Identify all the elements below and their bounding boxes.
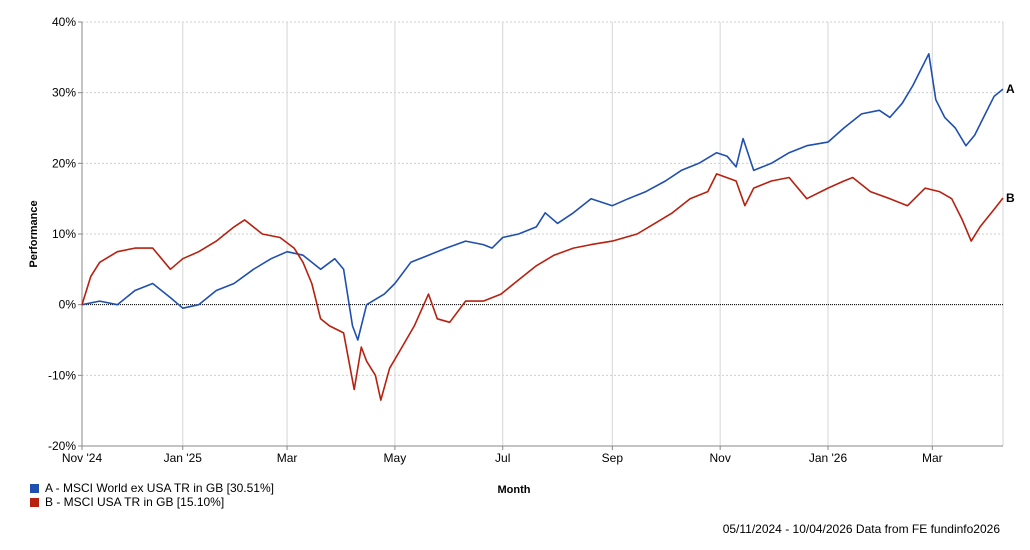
data-source-footer: 05/11/2024 - 10/04/2026 Data from FE fun… (722, 522, 1000, 536)
x-axis-title: Month (498, 484, 531, 496)
x-tick-label: May (384, 451, 407, 465)
series-end-label-a: A (1006, 82, 1015, 96)
x-tick-labels: Nov '24 Jan '25 Mar May Jul Sep Nov Jan '26 Mar (62, 451, 943, 465)
series-line-a (81, 52, 1004, 341)
y-tick-label: 10% (52, 227, 76, 241)
x-tick-label: Jul (495, 451, 510, 465)
y-tick-labels: -20% -10% 0% 10% 20% 30% 40% (48, 15, 76, 453)
y-tick-label: 40% (52, 15, 76, 29)
x-tick-label: Mar (922, 451, 943, 465)
x-tick-label: Nov (709, 451, 730, 465)
grid-lines (78, 21, 1004, 450)
series-end-label-b: B (1006, 191, 1015, 205)
y-tick-label: 30% (52, 86, 76, 100)
y-tick-label: 20% (52, 156, 76, 170)
legend-item-a: A - MSCI World ex USA TR in GB [30.51%] (30, 481, 274, 495)
legend-swatch-b (30, 497, 39, 507)
x-tick-label: Jan '26 (809, 451, 848, 465)
legend-swatch-a (30, 483, 39, 493)
legend-label-b: B - MSCI USA TR in GB [15.10%] (45, 495, 225, 509)
y-tick-label: -20% (48, 439, 76, 453)
y-axis-title: Performance (28, 200, 40, 267)
legend-item-b: B - MSCI USA TR in GB [15.10%] (30, 495, 274, 509)
series-end-labels: AB (1006, 82, 1015, 205)
series-line-b (81, 173, 1004, 401)
x-tick-label: Nov '24 (62, 451, 103, 465)
chart-legend: A - MSCI World ex USA TR in GB [30.51%] … (30, 481, 274, 509)
x-tick-label: Mar (277, 451, 298, 465)
series-lines (81, 52, 1004, 401)
y-tick-label: -10% (48, 368, 76, 382)
legend-label-a: A - MSCI World ex USA TR in GB [30.51%] (45, 481, 274, 495)
x-tick-label: Sep (602, 451, 624, 465)
y-tick-label: 0% (59, 298, 77, 312)
x-tick-label: Jan '25 (164, 451, 203, 465)
